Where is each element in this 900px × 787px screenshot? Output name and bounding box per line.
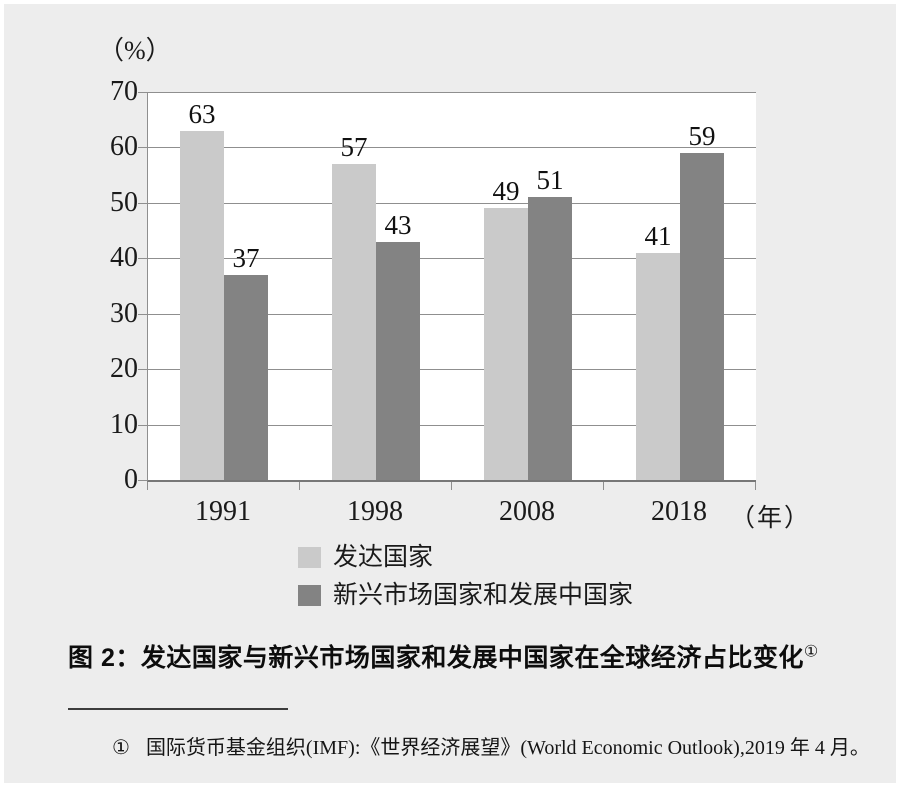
y-axis-tick-30 xyxy=(138,313,147,315)
legend-label-1: 发达国家 xyxy=(333,544,434,571)
legend-item-1: 发达国家 xyxy=(298,545,633,570)
legend-item-2: 新兴市场国家和发展中国家 xyxy=(298,583,633,608)
y-tick-label-20: 20 xyxy=(110,353,138,385)
figure-caption-text: 图 2：发达国家与新兴市场国家和发展中国家在全球经济占比变化 xyxy=(68,644,804,672)
bar-series2-2018 xyxy=(680,152,724,480)
y-tick-label-10: 10 xyxy=(110,408,138,440)
x-axis-tick-4 xyxy=(755,482,756,490)
y-axis-tick-10 xyxy=(138,424,147,426)
y-axis-tick-20 xyxy=(138,369,147,371)
gridline-70 xyxy=(148,92,756,93)
value-label-1998-series2: 43 xyxy=(384,209,412,240)
y-axis-tick-60 xyxy=(138,147,147,149)
caption-footnote-marker: ① xyxy=(803,643,819,661)
y-axis-tick-50 xyxy=(138,202,147,204)
x-tick-label-1991: 1991 xyxy=(195,496,251,527)
bar-series2-2008 xyxy=(528,197,572,480)
bar-series2-1998 xyxy=(376,241,420,480)
plot-area: 63 37 57 43 49 51 41 59 xyxy=(147,92,756,482)
footnote-marker: ① xyxy=(112,737,130,759)
y-tick-label-70: 70 xyxy=(110,76,138,107)
y-axis-tick-70 xyxy=(138,92,147,93)
bar-series1-2018 xyxy=(636,252,680,480)
gridline-50 xyxy=(148,202,756,204)
x-axis-tick-1 xyxy=(299,482,300,490)
chart-legend: 发达国家新兴市场国家和发展中国家 xyxy=(298,545,633,621)
gridline-20 xyxy=(148,369,756,371)
y-tick-label-0: 0 xyxy=(124,464,138,495)
page-background: （%） 63 37 57 43 49 51 41 59 （年） 发达国家新兴市场国家和发展中国… xyxy=(4,4,896,783)
value-label-1991-series2: 37 xyxy=(232,242,260,273)
legend-swatch-1 xyxy=(298,547,321,568)
bar-series1-2008 xyxy=(484,208,528,480)
x-axis-tick-0 xyxy=(147,482,148,490)
gridline-60 xyxy=(148,147,756,149)
legend-label-2: 新兴市场国家和发展中国家 xyxy=(333,582,634,609)
y-axis-tick-0 xyxy=(138,480,147,481)
y-tick-label-30: 30 xyxy=(110,297,138,329)
x-axis-tick-3 xyxy=(603,482,604,490)
y-tick-label-50: 50 xyxy=(110,186,138,218)
y-tick-label-40: 40 xyxy=(110,242,138,274)
y-axis-tick-40 xyxy=(138,258,147,260)
y-tick-label-60: 60 xyxy=(110,131,138,163)
footnote: ① 国际货币基金组织(IMF):《世界经济展望》(World Economic O… xyxy=(112,731,870,760)
x-tick-label-2018: 2018 xyxy=(651,496,707,527)
bar-series2-1991 xyxy=(224,274,268,480)
x-tick-label-1998: 1998 xyxy=(347,496,403,527)
value-label-2018-series2: 59 xyxy=(688,120,716,151)
value-label-2008-series1: 49 xyxy=(492,176,520,207)
y-axis-unit-label: （%） xyxy=(98,36,172,65)
x-tick-label-2008: 2008 xyxy=(499,496,555,527)
gridline-30 xyxy=(148,313,756,315)
value-label-1998-series1: 57 xyxy=(340,132,368,163)
footnote-divider-rule xyxy=(68,708,288,710)
gridline-40 xyxy=(148,258,756,260)
bar-series1-1998 xyxy=(332,164,376,480)
footnote-text: 国际货币基金组织(IMF):《世界经济展望》(World Economic Ou… xyxy=(145,737,870,759)
gridline-10 xyxy=(148,424,756,426)
x-axis-tick-2 xyxy=(451,482,452,490)
legend-swatch-2 xyxy=(298,585,321,606)
bar-series1-1991 xyxy=(180,130,224,480)
figure-caption: 图 2：发达国家与新兴市场国家和发展中国家在全球经济占比变化① xyxy=(68,638,819,674)
value-label-2008-series2: 51 xyxy=(536,165,564,196)
x-axis-unit-label: （年） xyxy=(730,505,812,532)
value-label-1991-series1: 63 xyxy=(188,98,216,129)
value-label-2018-series1: 41 xyxy=(644,220,672,251)
